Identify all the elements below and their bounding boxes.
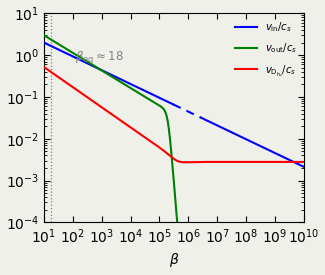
- Legend: $v_{\rm in}/c_s$, $v_{\rm out}/c_s$, $v_{\rm D_{h_z}}/c_s$: $v_{\rm in}/c_s$, $v_{\rm out}/c_s$, $v_…: [231, 16, 301, 83]
- Text: $\beta_{\rm eq} \approx 18$: $\beta_{\rm eq} \approx 18$: [75, 49, 124, 66]
- X-axis label: $\beta$: $\beta$: [169, 251, 179, 270]
